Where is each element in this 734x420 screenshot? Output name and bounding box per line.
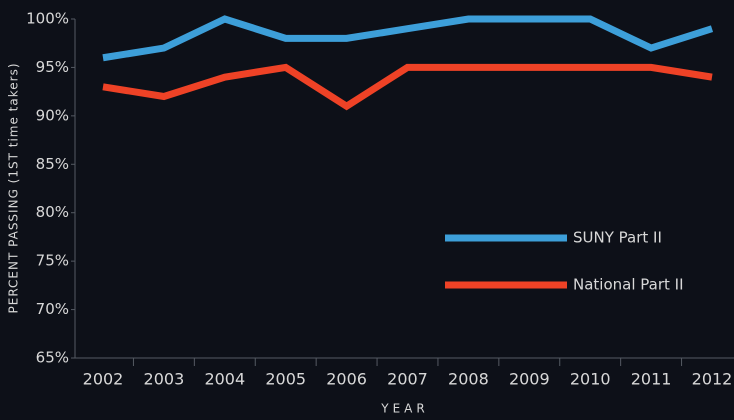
x-tick-label: 2009 [509, 370, 550, 389]
y-tick-label: 95% [36, 58, 69, 76]
x-tick-label: 2008 [448, 370, 489, 389]
x-axis-label: YEAR [380, 402, 428, 416]
x-tick-label: 2007 [387, 370, 428, 389]
series-line [102, 15, 714, 62]
y-axis-label: PERCENT PASSING (1ST time takers) [7, 62, 21, 313]
y-tick-label: 85% [36, 155, 69, 173]
x-tick-label: 2005 [265, 370, 306, 389]
y-tick-label: 80% [36, 203, 69, 221]
y-tick-label: 75% [36, 252, 69, 270]
y-tick-label: 90% [36, 106, 69, 124]
legend-label: National Part II [573, 276, 684, 294]
x-tick-label: 2010 [570, 370, 611, 389]
x-tick-label: 2006 [326, 370, 367, 389]
x-tick-label: 2012 [692, 370, 733, 389]
y-tick-label: 100% [26, 10, 69, 28]
x-tick-label: 2011 [631, 370, 672, 389]
x-tick-label: 2002 [83, 370, 124, 389]
y-tick-label: 70% [36, 300, 69, 318]
y-tick-label: 65% [36, 349, 69, 367]
series-line [102, 63, 713, 111]
x-tick-label: 2003 [144, 370, 185, 389]
legend-label: SUNY Part II [573, 229, 662, 247]
x-tick-label: 2004 [204, 370, 245, 389]
